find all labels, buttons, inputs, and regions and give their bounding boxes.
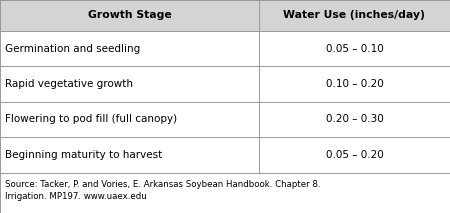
Text: 0.20 – 0.30: 0.20 – 0.30 — [325, 114, 383, 124]
Bar — [0, 0, 450, 31]
Text: Source: Tacker, P. and Vories, E. Arkansas Soybean Handbook. Chapter 8.
Irrigati: Source: Tacker, P. and Vories, E. Arkans… — [5, 180, 321, 201]
Text: 0.10 – 0.20: 0.10 – 0.20 — [325, 79, 383, 89]
Bar — [0, 31, 450, 66]
Text: Rapid vegetative growth: Rapid vegetative growth — [5, 79, 133, 89]
Text: Water Use (inches/day): Water Use (inches/day) — [284, 10, 425, 20]
Bar — [0, 137, 450, 173]
Text: Flowering to pod fill (full canopy): Flowering to pod fill (full canopy) — [5, 114, 177, 124]
Text: Germination and seedling: Germination and seedling — [5, 44, 141, 54]
Text: 0.05 – 0.10: 0.05 – 0.10 — [325, 44, 383, 54]
Bar — [0, 66, 450, 102]
Text: Growth Stage: Growth Stage — [87, 10, 171, 20]
Bar — [0, 102, 450, 137]
Text: Beginning maturity to harvest: Beginning maturity to harvest — [5, 150, 162, 160]
Text: 0.05 – 0.20: 0.05 – 0.20 — [325, 150, 383, 160]
